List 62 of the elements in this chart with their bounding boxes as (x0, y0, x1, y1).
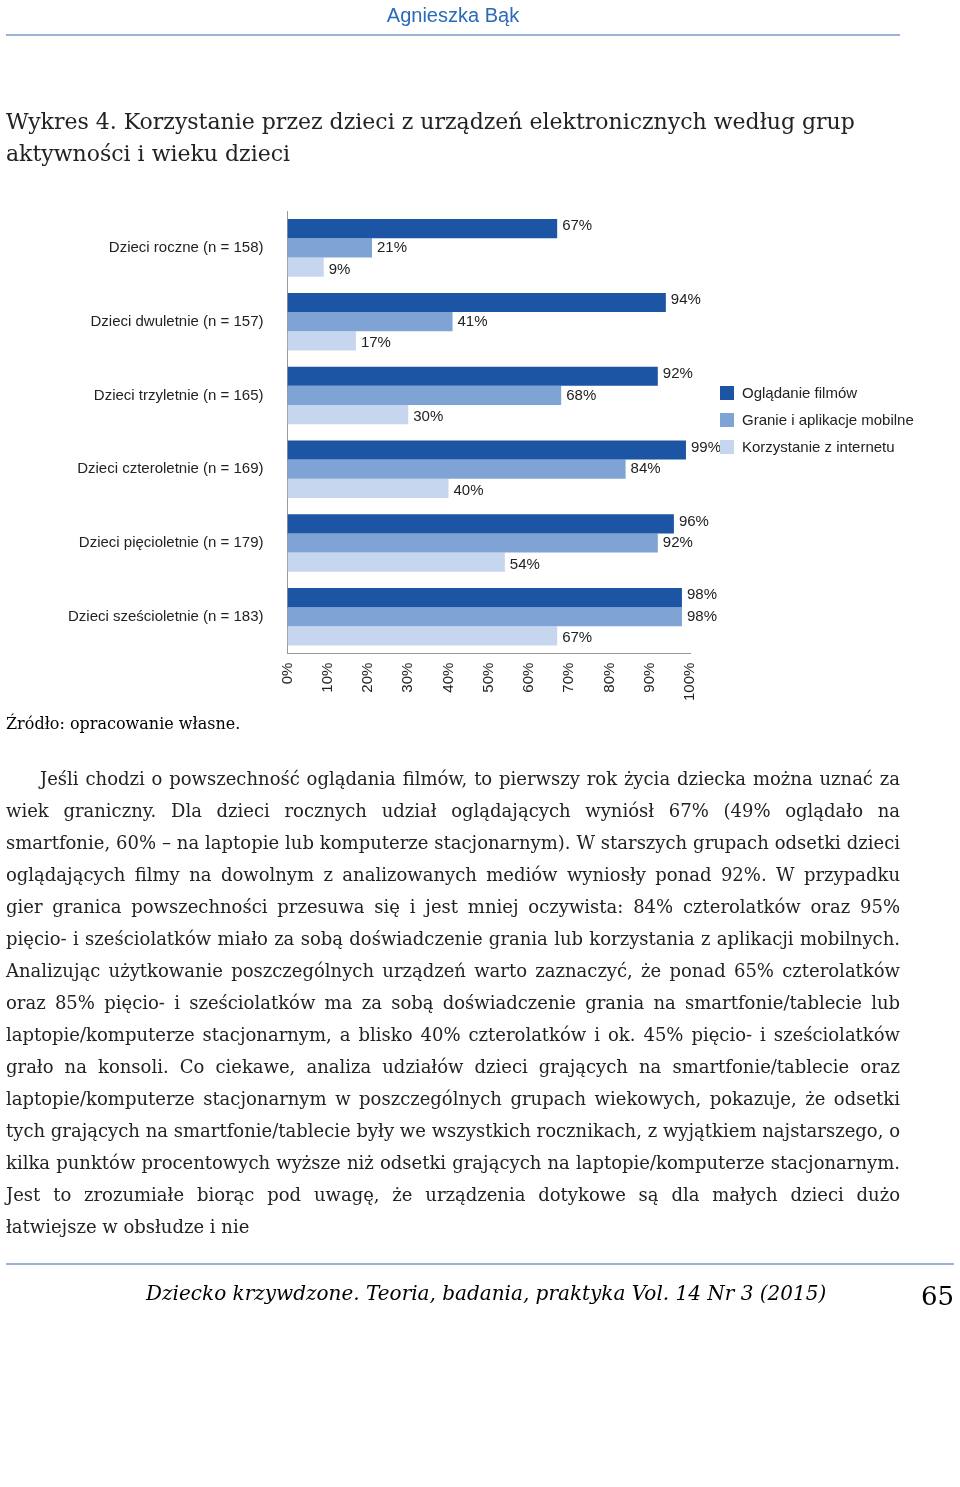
y-tick-label: Dzieci czteroletnie (n = 169) (77, 459, 264, 477)
x-tick-label: 100% (680, 662, 698, 702)
text: Jeśli chodzi o powszechność oglądania filmów, to pierwszy rok życia dziecka można uznać za wiek graniczny. Dla dzieci rocznych udział oglądających wyniósł 67% (49% oglądało na smartfonie, 60% – na laptopie lub komputerze stacjonarnym). W starszych grupach odsetki dzieci oglądających filmy na dowolnym z analizowanych mediów wyniosły ponad 92%. W przypadku gier granica powszechności przesuwa się i jest mniej oczywista: 84% czterolatków oraz 95% pięcio- i sześciolatków miało za sobą doświadczenie grania lub korzystania z aplikacji mobilnych. Analizując użytkowanie poszczególnych urządzeń warto zaznaczyć, że ponad 65% czterolatków oraz 85% pięcio- i sześciolatków ma za sobą doświadczenie grania na smartfonie/tablecie lub laptopie/komputerze stacjonarnym, a blisko 40% czterolatków i ok. 45% pięcio- i sześciolatków grało na konsoli. Co ciekawe, analiza udziałów dzieci grających na smartfonie/tablecie oraz laptopie/komputerze stacjonarnym w poszczególnych grupach wiekowych, pokazuje, że odsetki tych grających na smartfonie/tablecie były we wszystkich rocznikach, z wyjątkiem najstarszego, o kilka punktów procentowych wyższe niż odsetki grających na laptopie/komputerze stacjonarnym. Jest to zrozumiałe biorąc pod uwagę, że urządzenia dotykowe są dla małych dzieci dużo łatwiejsze w obsłudze i nie (6, 768, 900, 1237)
data-label: 98% (686, 585, 717, 603)
bar (287, 366, 658, 386)
data-label: 92% (662, 533, 693, 551)
text: 65 (920, 1281, 954, 1311)
data-label: 30% (413, 407, 444, 425)
bar (287, 312, 453, 332)
data-label: 67% (562, 216, 593, 234)
data-label: 9% (328, 259, 351, 277)
bar (287, 514, 674, 534)
x-tick-label: 0% (277, 662, 295, 685)
data-label: 67% (562, 628, 593, 646)
x-tick-label: 50% (478, 662, 496, 693)
y-tick-label: Dzieci dwuletnie (n = 157) (90, 311, 264, 329)
y-tick-label: Dzieci roczne (n = 158) (108, 238, 264, 256)
data-label: 68% (566, 385, 597, 403)
text: Agnieszka Bąk (6, 0, 900, 36)
bar (287, 292, 666, 313)
data-label: 40% (453, 480, 484, 498)
bar (287, 331, 356, 351)
x-tick-label: 80% (599, 662, 617, 693)
y-tick-label: Dzieci trzyletnie (n = 165) (93, 385, 264, 403)
bar (287, 533, 658, 553)
bar (287, 478, 449, 498)
legend-label: Granie i aplikacje mobilne (742, 411, 914, 428)
text: Dziecko krzywdzone. Teoria, badania, praktyka Vol. 14 Nr 3 (2015) (146, 1281, 827, 1307)
data-label: 54% (509, 554, 540, 572)
bar (287, 626, 558, 646)
data-label: 92% (662, 363, 693, 381)
x-tick-label: 30% (398, 662, 416, 693)
bar (287, 552, 505, 572)
bar (287, 219, 558, 239)
x-tick-label: 40% (438, 662, 456, 693)
x-tick-label: 70% (559, 662, 577, 693)
data-label: 94% (670, 290, 701, 308)
data-label: 84% (630, 459, 661, 477)
y-tick-label: Dzieci sześcioletnie (n = 183) (67, 606, 264, 624)
legend-label: Korzystanie z internetu (742, 438, 895, 455)
bar (287, 440, 686, 460)
x-tick-label: 10% (317, 662, 335, 693)
data-label: 41% (457, 311, 488, 329)
y-tick-label: Dzieci pięcioletnie (n = 179) (78, 533, 264, 551)
data-label: 98% (686, 606, 717, 624)
text: Źródło: opracowanie własne. (6, 714, 242, 733)
bar (287, 385, 562, 406)
data-label: 17% (360, 333, 391, 351)
x-tick-label: 60% (519, 662, 537, 693)
x-tick-label: 90% (639, 662, 657, 693)
data-label: 21% (377, 238, 408, 256)
data-label: 99% (690, 437, 722, 455)
bar (287, 607, 682, 627)
bar (287, 459, 626, 479)
bar (287, 257, 324, 277)
x-tick-label: 20% (358, 662, 376, 693)
data-label: 96% (678, 511, 709, 529)
legend-label: Oglądanie filmów (742, 384, 858, 401)
bar (287, 238, 373, 258)
chart-title: Wykres 4. Korzystanie przez dzieci z urządzeń elektronicznych według grup aktywności i wieku dzieci (6, 108, 856, 168)
bar (287, 587, 682, 608)
bar (287, 405, 409, 425)
